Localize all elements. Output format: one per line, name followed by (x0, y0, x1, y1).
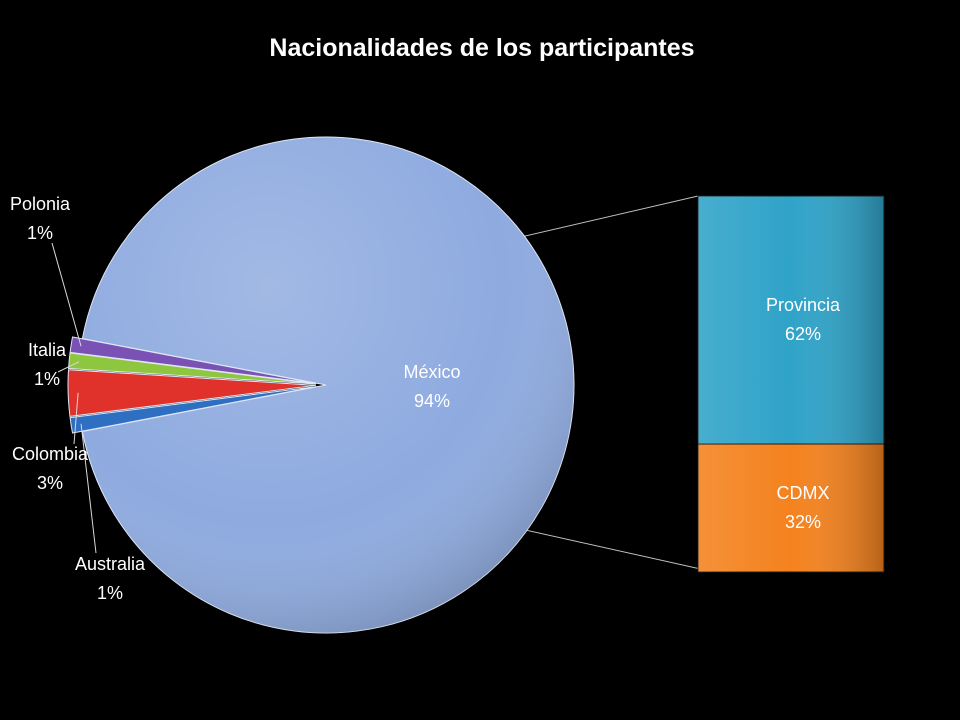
pie-slice-shading (82, 137, 574, 633)
slice-label-value-italia: 1% (34, 369, 60, 389)
data-labels: México 94% Australia 1% Colombia 3% Italia 1% Po… (10, 194, 841, 603)
slice-label-value-colombia: 3% (37, 473, 63, 493)
pie-slice-australia (69, 386, 317, 434)
bar-segment-shading (698, 196, 884, 444)
slice-label-name-mexico: México (403, 362, 460, 382)
slice-label-value-australia: 1% (97, 583, 123, 603)
leader-line-italia (57, 361, 80, 373)
slice-label-name-australia: Australia (75, 554, 146, 574)
bar-segment-shading (698, 444, 884, 572)
chart-title: Nacionalidades de los participantes (269, 34, 694, 62)
pie-slice-italia (68, 352, 317, 385)
slice-label-value-mexico: 94% (414, 391, 450, 411)
pie (67, 136, 575, 634)
bar-label-name-cdmx: CDMX (777, 483, 830, 503)
slice-label-value-polonia: 1% (27, 223, 53, 243)
slice-label-name-polonia: Polonia (10, 194, 71, 214)
slice-label-name-italia: Italia (28, 340, 67, 360)
leader-line-colombia (73, 392, 79, 445)
slice-label-name-colombia: Colombia (12, 444, 89, 464)
bar-label-value-cdmx: 32% (785, 512, 821, 532)
pie-slice-polonia (69, 336, 317, 384)
pie-slice-colombia (67, 369, 317, 417)
stacked-bar (697, 195, 885, 573)
leader-line-polonia (51, 242, 82, 347)
leader-line-australia (80, 423, 97, 554)
bar-label-value-provincia: 62% (785, 324, 821, 344)
bar-label-name-provincia: Provincia (766, 295, 841, 315)
